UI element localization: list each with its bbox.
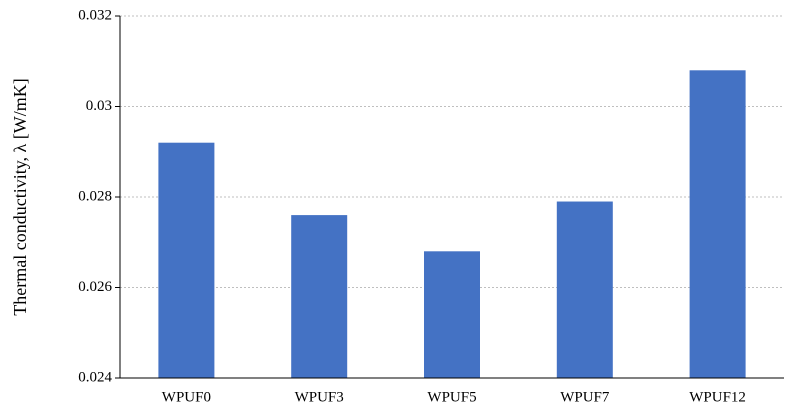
x-tick-label: WPUF3: [295, 389, 344, 405]
y-tick-label: 0.024: [78, 369, 112, 385]
x-tick-label: WPUF0: [162, 389, 211, 405]
bar: [689, 70, 746, 379]
bar: [424, 251, 480, 378]
y-tick-label: 0.032: [78, 7, 112, 23]
x-tick-label: WPUF7: [560, 389, 610, 405]
y-tick-label: 0.03: [86, 98, 112, 114]
x-tick-label: WPUF5: [427, 389, 476, 405]
x-tick-label: WPUF12: [689, 389, 746, 405]
bar: [291, 215, 348, 378]
bar: [556, 201, 613, 378]
y-tick-label: 0.028: [78, 188, 112, 204]
bar: [158, 142, 215, 378]
y-axis-label: Thermal conductivity, λ [W/mK]: [10, 78, 30, 316]
y-tick-label: 0.026: [78, 279, 112, 295]
